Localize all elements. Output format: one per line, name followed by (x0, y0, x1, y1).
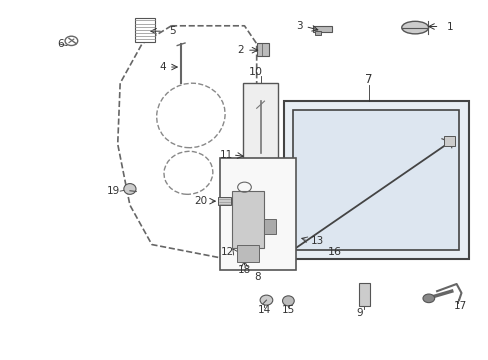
Text: 15: 15 (281, 305, 294, 315)
Text: 8: 8 (254, 272, 261, 282)
Bar (232, 191, 264, 248)
Text: 4: 4 (159, 62, 165, 72)
Bar (135, 18, 155, 42)
Text: 19: 19 (107, 186, 120, 197)
Text: 10: 10 (248, 67, 262, 77)
Bar (293, 110, 458, 250)
Bar (358, 283, 369, 306)
Bar (237, 244, 259, 262)
Text: 13: 13 (310, 236, 324, 246)
Ellipse shape (401, 21, 427, 34)
Text: 7: 7 (365, 73, 372, 86)
Bar (256, 42, 268, 56)
Ellipse shape (282, 296, 294, 306)
Bar (283, 101, 468, 259)
Bar (220, 158, 295, 270)
Text: 18: 18 (237, 265, 251, 275)
Text: 2: 2 (237, 45, 244, 55)
Text: 3: 3 (295, 21, 302, 31)
Text: 5: 5 (168, 26, 175, 36)
Text: 9: 9 (356, 308, 363, 318)
Text: 20: 20 (194, 196, 207, 206)
Ellipse shape (260, 295, 272, 305)
Text: 12: 12 (221, 247, 234, 257)
Text: 17: 17 (452, 301, 466, 311)
Circle shape (422, 294, 434, 303)
Bar (217, 197, 231, 205)
Text: 11: 11 (219, 150, 232, 160)
Bar (444, 136, 454, 146)
Text: 14: 14 (257, 305, 270, 315)
Text: 1: 1 (446, 22, 452, 32)
Text: 16: 16 (327, 247, 341, 257)
Ellipse shape (123, 184, 136, 194)
Text: 6: 6 (57, 40, 64, 49)
Bar (312, 26, 331, 32)
Bar (243, 83, 278, 162)
Bar (314, 31, 320, 36)
Bar (264, 220, 276, 234)
